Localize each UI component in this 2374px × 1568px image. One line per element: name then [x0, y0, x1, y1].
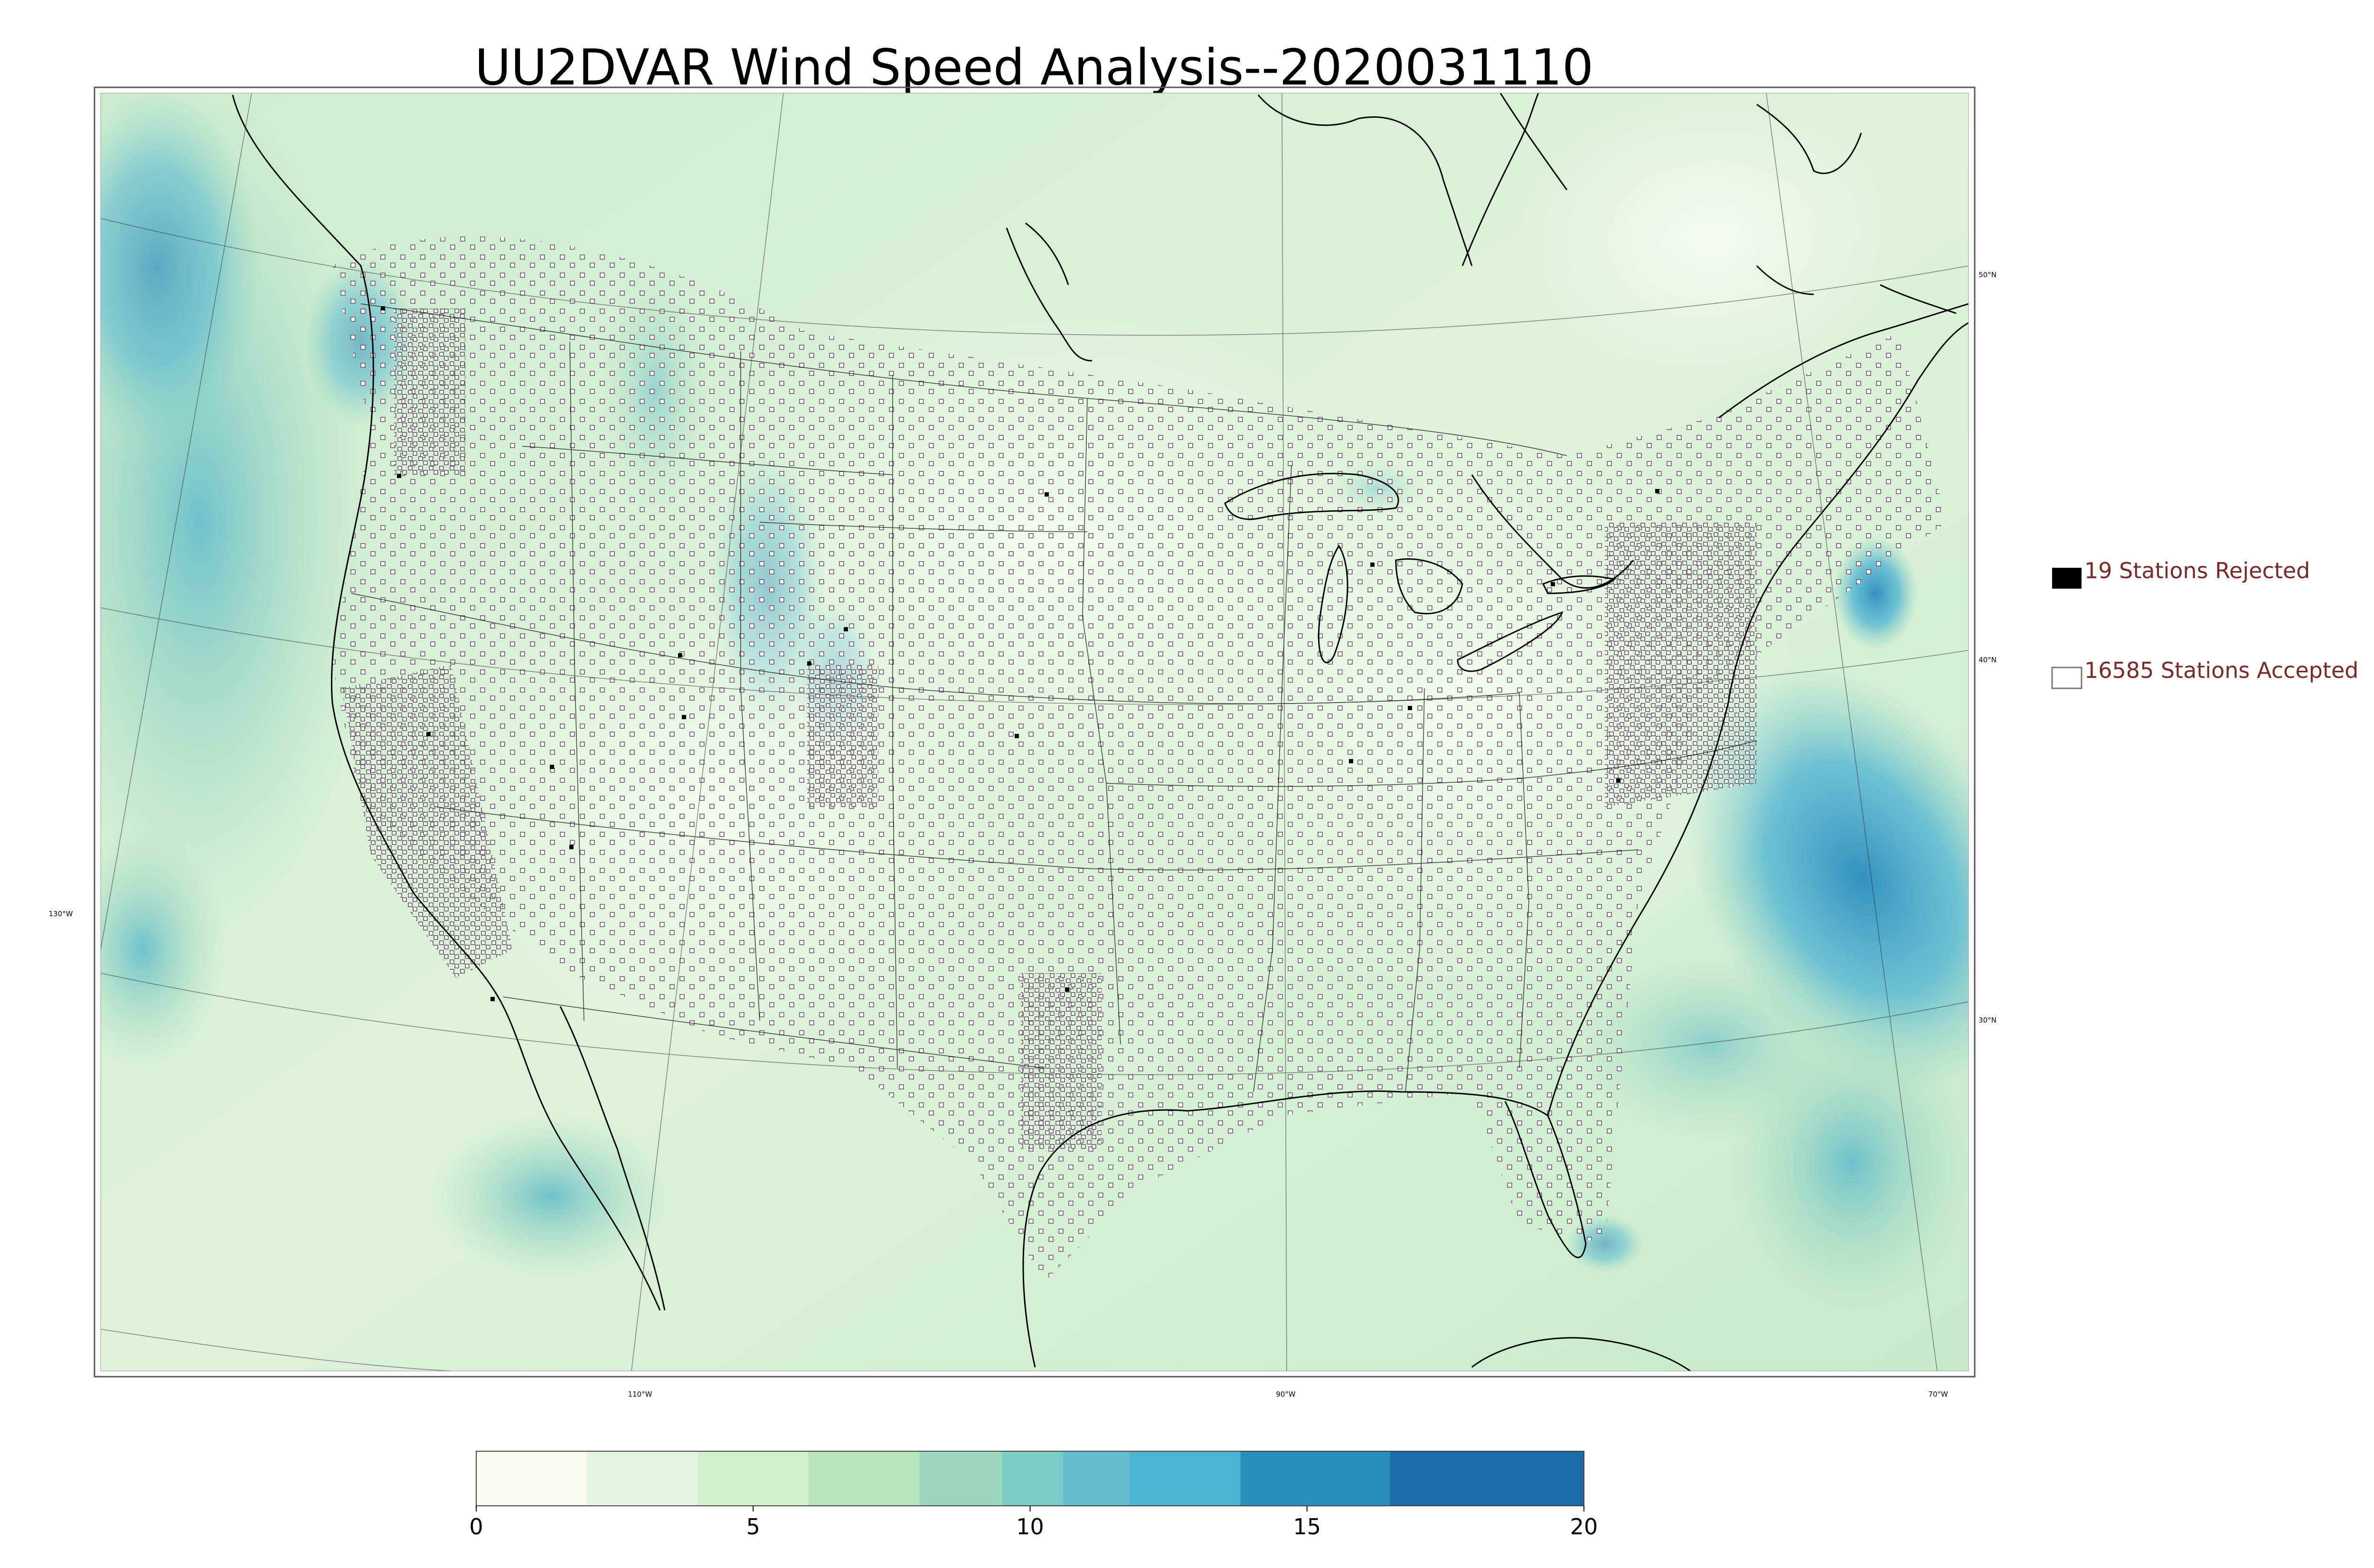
colorbar-segment	[1002, 1451, 1064, 1506]
colorbar-tick-label: 20	[1570, 1514, 1598, 1540]
colorbar-segment	[1063, 1451, 1130, 1506]
lat-label-30n: 30°N	[1978, 1016, 1997, 1024]
accepted-legend-label: 16585 Stations Accepted	[2084, 657, 2358, 683]
lon-label-90w: 90°W	[1276, 1390, 1296, 1399]
colorbar-tick-label: 5	[746, 1514, 760, 1540]
lat-label-50n: 50°N	[1978, 271, 1997, 279]
lat-label-40n: 40°N	[1978, 656, 1997, 664]
colorbar-segments	[476, 1451, 1584, 1506]
rejected-station-markers	[381, 306, 1659, 1001]
accepted-legend-marker	[2051, 667, 2082, 689]
colorbar-segment	[1240, 1451, 1391, 1506]
colorbar-segment	[919, 1451, 1003, 1506]
colorbar-segment	[476, 1451, 587, 1506]
colorbar-segment	[587, 1451, 698, 1506]
political-borders	[351, 303, 1757, 1092]
wind-speed-map	[101, 93, 1969, 1371]
colorbar-tick-label: 0	[469, 1514, 483, 1540]
colorbar-ticks: 0 5 10 15 20	[469, 1506, 1598, 1540]
colorbar-segment	[1390, 1451, 1584, 1506]
graticule	[101, 93, 1969, 1371]
canada-coast	[1006, 94, 1957, 362]
great-lakes	[1224, 473, 1616, 672]
colorbar-segment	[697, 1451, 809, 1506]
lon-label-70w: 70°W	[1928, 1390, 1948, 1399]
colorbar-tick-label: 10	[1016, 1514, 1044, 1540]
colorbar-segment	[1130, 1451, 1241, 1506]
lon-label-130w: 130°W	[49, 910, 73, 918]
colorbar: 0 5 10 15 20	[469, 1451, 1598, 1540]
rejected-legend-marker	[2052, 568, 2082, 589]
map-frame	[94, 86, 1976, 1378]
station-legend: 19 Stations Rejected 16585 Stations Acce…	[2051, 558, 2358, 689]
rejected-legend-label: 19 Stations Rejected	[2084, 558, 2310, 583]
colorbar-tick-label: 15	[1293, 1514, 1321, 1540]
colorbar-segment	[808, 1451, 920, 1506]
lon-label-110w: 110°W	[628, 1390, 652, 1399]
accepted-station-markers	[332, 236, 1947, 1282]
coastlines	[232, 93, 1969, 1371]
